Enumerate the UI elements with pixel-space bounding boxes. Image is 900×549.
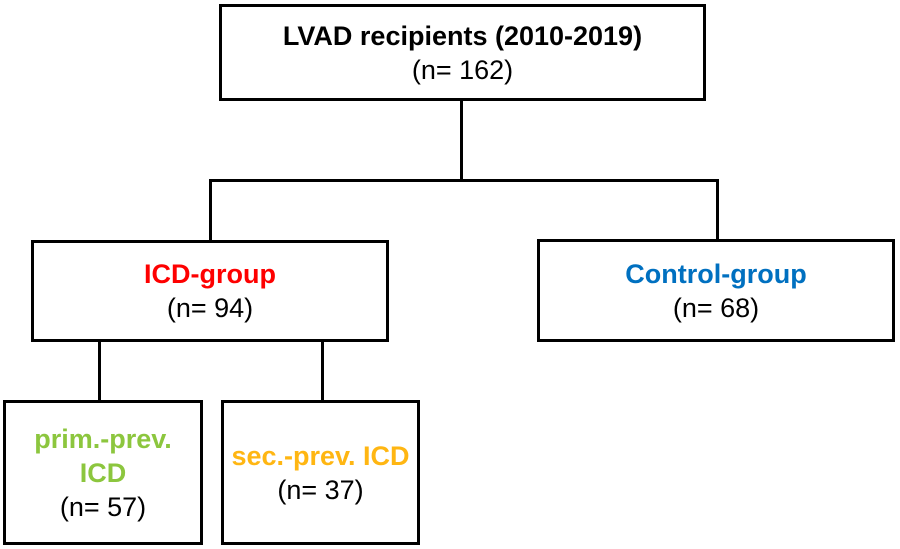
connector-branch-bar	[209, 179, 719, 182]
connector-root-stem	[460, 101, 463, 181]
connector-prim-drop	[98, 341, 101, 401]
node-control-group-title: Control-group	[625, 258, 807, 289]
connector-sec-drop	[321, 341, 324, 401]
node-sec-prev-icd-title: sec.-prev. ICD	[231, 440, 410, 471]
node-prim-prev-icd-title: prim.-prev. ICD	[34, 423, 172, 488]
node-lvad-recipients: LVAD recipients (2010-2019) (n= 162)	[219, 4, 706, 101]
node-prim-prev-icd-count: (n= 57)	[59, 491, 147, 522]
connector-control-drop	[716, 179, 719, 240]
node-lvad-recipients-title: LVAD recipients (2010-2019)	[282, 20, 643, 51]
node-lvad-recipients-count: (n= 162)	[411, 54, 514, 85]
connector-icd-drop	[209, 179, 212, 241]
node-sec-prev-icd-count: (n= 37)	[277, 474, 364, 505]
node-icd-group: ICD-group (n= 94)	[31, 240, 389, 342]
node-sec-prev-icd: sec.-prev. ICD (n= 37)	[221, 400, 420, 545]
node-prim-prev-icd: prim.-prev. ICD (n= 57)	[3, 400, 203, 545]
node-icd-group-count: (n= 94)	[166, 293, 254, 323]
node-control-group: Control-group (n= 68)	[537, 239, 895, 342]
node-icd-group-title: ICD-group	[144, 259, 276, 289]
node-control-group-count: (n= 68)	[672, 292, 760, 323]
